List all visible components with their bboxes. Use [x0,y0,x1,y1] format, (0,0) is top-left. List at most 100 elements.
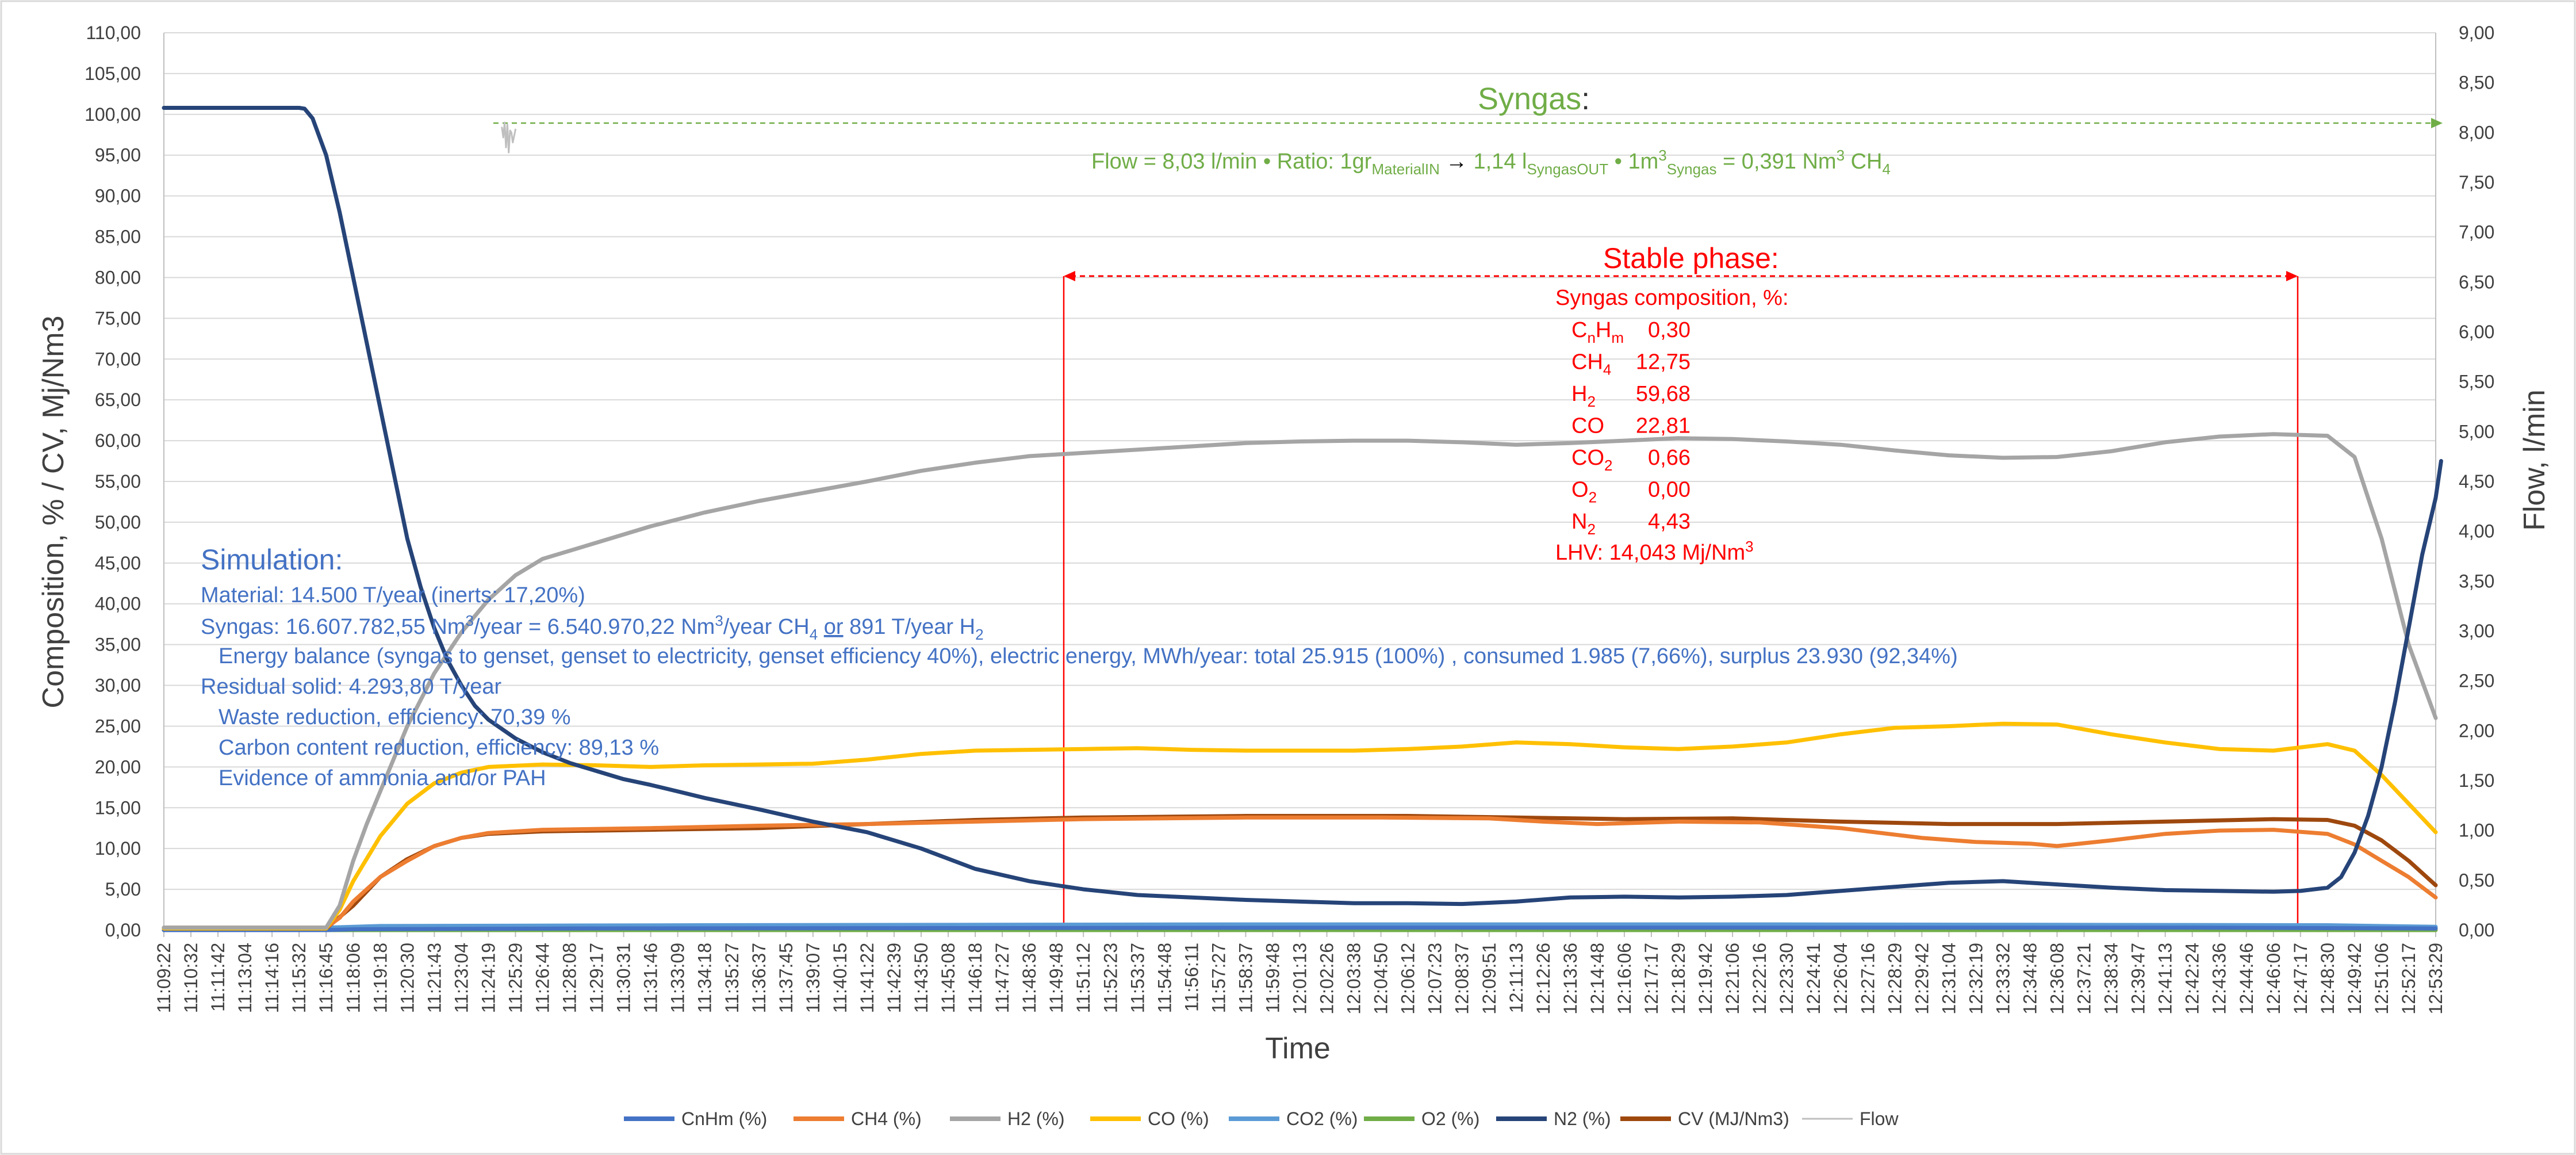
x-tick-label: 11:13:04 [235,943,255,1013]
x-tick-label: 11:21:43 [424,943,444,1013]
left-tick-label: 35,00 [95,634,141,655]
x-tick-label: 12:44:46 [2236,943,2257,1015]
x-tick-label: 12:11:13 [1506,943,1527,1013]
x-tick-label: 12:46:06 [2263,943,2284,1015]
x-tick-label: 12:17:17 [1641,943,1662,1015]
left-tick-label: 75,00 [95,308,141,328]
right-tick-label: 1,50 [2459,770,2494,791]
simulation-material: Material: 14.500 T/year (inerts: 17,20%) [201,583,585,607]
x-tick-label: 11:40:15 [830,943,850,1013]
stable-composition-row: CnHm [1571,318,1624,346]
x-tick-label: 11:35:27 [722,943,742,1013]
right-tick-label: 3,00 [2459,621,2494,641]
left-tick-label: 20,00 [95,756,141,777]
stable-lhv: LHV: 14,043 Mj/Nm3 [1555,538,1754,565]
x-tick-label: 12:34:48 [2019,943,2040,1015]
left-tick-label: 90,00 [95,186,141,206]
x-tick-label: 11:15:32 [289,943,309,1013]
x-tick-label: 12:07:23 [1425,943,1446,1015]
left-tick-label: 50,00 [95,512,141,533]
left-tick-label: 15,00 [95,797,141,818]
x-tick-label: 12:49:42 [2344,943,2365,1015]
x-tick-label: 11:37:45 [776,943,796,1013]
stable-composition-value: 4,43 [1648,510,1690,534]
x-tick-label: 11:24:19 [478,943,499,1013]
x-tick-label: 12:43:36 [2209,943,2230,1015]
x-tick-label: 12:47:17 [2290,943,2311,1015]
syngas-flow-marker [493,118,2443,128]
x-tick-label: 11:09:22 [154,943,174,1013]
x-tick-label: 11:51:12 [1073,943,1094,1013]
x-tick-label: 11:42:39 [884,943,904,1013]
x-tick-label: 12:39:47 [2128,943,2149,1015]
x-tick-label: 12:02:26 [1317,943,1337,1015]
stable-phase-title: Stable phase: [1603,242,1779,274]
legend-label: CnHm (%) [681,1108,767,1129]
simulation-waste: Waste reduction, efficiency: 70,39 % [218,705,571,729]
left-tick-label: 110,00 [86,22,141,43]
x-tick-label: 12:13:36 [1560,943,1581,1015]
x-tick-label: 11:47:27 [992,943,1013,1013]
left-tick-label: 25,00 [95,716,141,736]
legend: CnHm (%) CH4 (%) H2 (%) CO (%) CO2 (%) O2 (%)… [624,1108,1899,1129]
right-tick-label: 6,50 [2459,271,2494,292]
syngas-flow-text: Flow = 8,03 l/min • Ratio: 1grMaterialIN… [1091,147,1891,178]
x-tick-label: 12:22:16 [1749,943,1770,1015]
x-tick-label: 11:56:11 [1181,943,1202,1012]
x-tick-label: 11:53:37 [1127,943,1148,1013]
simulation-title: Simulation: [201,544,343,576]
x-tick-label: 11:26:44 [532,943,553,1013]
x-tick-label: 11:57:27 [1208,943,1229,1013]
x-tick-label: 12:06:12 [1398,943,1419,1015]
right-tick-label: 9,00 [2459,22,2494,43]
stable-composition-value: 59,68 [1636,382,1690,406]
right-tick-label: 4,50 [2459,471,2494,492]
left-tick-label: 30,00 [95,675,141,696]
x-axis-ticks: 11:09:22 11:10:32 11:11:42 11:13:04 11:14:16… [154,930,2446,1015]
x-tick-label: 12:03:38 [1344,943,1364,1015]
x-tick-label: 11:43:50 [911,943,931,1013]
x-tick-label: 11:34:18 [695,943,715,1013]
x-tick-label: 12:48:30 [2317,943,2338,1015]
series-line-n2 [162,106,2443,907]
stable-composition-value: 0,66 [1648,446,1690,470]
x-tick-label: 12:21:06 [1722,943,1743,1015]
legend-label: CH4 (%) [851,1108,922,1129]
x-tick-label: 12:28:29 [1884,943,1905,1015]
simulation-syngas: Syngas: 16.607.782,55 Nm3/year = 6.540.9… [201,612,984,643]
x-tick-label: 12:04:50 [1371,943,1392,1015]
stable-composition-row: CH4 [1571,350,1611,378]
series-line-ch4 [162,815,2438,930]
right-tick-label: 1,00 [2459,820,2494,841]
right-tick-label: 2,00 [2459,720,2494,741]
left-tick-label: 95,00 [95,145,141,166]
simulation-carbon: Carbon content reduction, efficiency: 89… [218,736,659,760]
x-tick-label: 11:59:48 [1262,943,1283,1013]
right-tick-label: 0,00 [2459,920,2494,940]
right-tick-label: 5,00 [2459,421,2494,442]
stable-composition-value: 12,75 [1636,350,1690,374]
x-tick-label: 11:28:08 [559,943,580,1013]
left-tick-label: 105,00 [85,63,141,84]
x-tick-label: 11:20:30 [397,943,417,1013]
x-tick-label: 11:14:16 [262,943,282,1013]
left-tick-label: 45,00 [95,553,141,573]
right-tick-label: 5,50 [2459,372,2494,392]
left-tick-label: 80,00 [95,267,141,288]
x-tick-label: 11:49:48 [1046,943,1067,1013]
x-tick-label: 11:18:06 [343,943,363,1013]
x-tick-label: 12:41:13 [2155,943,2176,1015]
series-line-flow [501,121,516,154]
x-tick-label: 12:37:21 [2074,943,2095,1015]
x-tick-label: 11:39:07 [803,943,823,1013]
x-tick-label: 11:45:08 [938,943,959,1013]
left-tick-label: 10,00 [95,838,141,859]
right-tick-label: 0,50 [2459,870,2494,890]
x-tick-label: 11:33:09 [668,943,688,1013]
x-tick-label: 11:11:42 [208,943,228,1012]
left-tick-label: 60,00 [95,430,141,451]
x-tick-label: 12:01:13 [1290,943,1310,1015]
legend-label: CO2 (%) [1286,1108,1358,1129]
left-axis-title: Composition, % / CV, Mj/Nm3 [37,316,70,709]
simulation-energy: Energy balance (syngas to genset, genset… [218,644,1958,668]
